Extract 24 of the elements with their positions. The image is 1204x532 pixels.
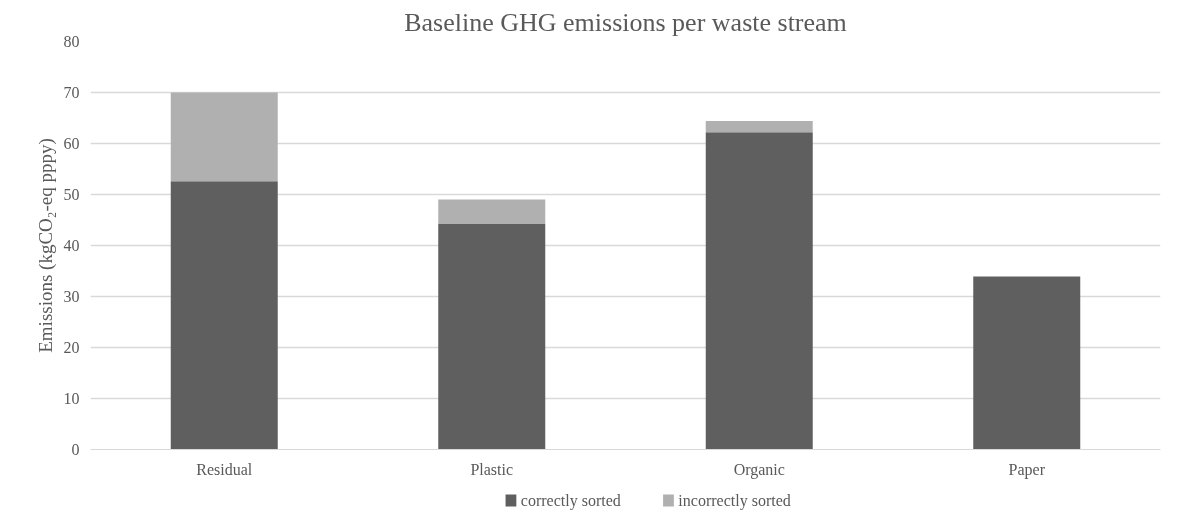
bar — [438, 199, 546, 224]
y-tick-label: 10 — [63, 390, 80, 407]
y-tick-label: 40 — [63, 237, 80, 254]
x-tick-label: Organic — [733, 460, 785, 479]
bar — [438, 223, 546, 450]
bar — [705, 132, 813, 450]
y-tick-label: 60 — [63, 135, 80, 152]
chart-title: Baseline GHG emissions per waste stream — [404, 7, 847, 37]
bar — [170, 181, 278, 450]
legend-label: incorrectly sorted — [678, 492, 791, 510]
y-tick-label: 20 — [63, 339, 80, 356]
y-tick-label: 80 — [63, 33, 80, 50]
x-tick-label: Residual — [196, 460, 253, 478]
bar — [973, 276, 1081, 450]
y-tick-label: 50 — [63, 186, 80, 203]
x-tick-label: Plastic — [470, 460, 514, 478]
y-tick-label: 30 — [63, 288, 80, 305]
legend-label: correctly sorted — [520, 492, 621, 510]
y-tick-label: 70 — [63, 84, 80, 101]
x-tick-label: Paper — [1008, 460, 1046, 479]
y-axis-title: Emissions (kgCO₂-eq pppy) — [34, 138, 57, 353]
y-tick-label: 0 — [71, 441, 80, 458]
bar — [170, 92, 278, 182]
bar — [705, 121, 813, 133]
